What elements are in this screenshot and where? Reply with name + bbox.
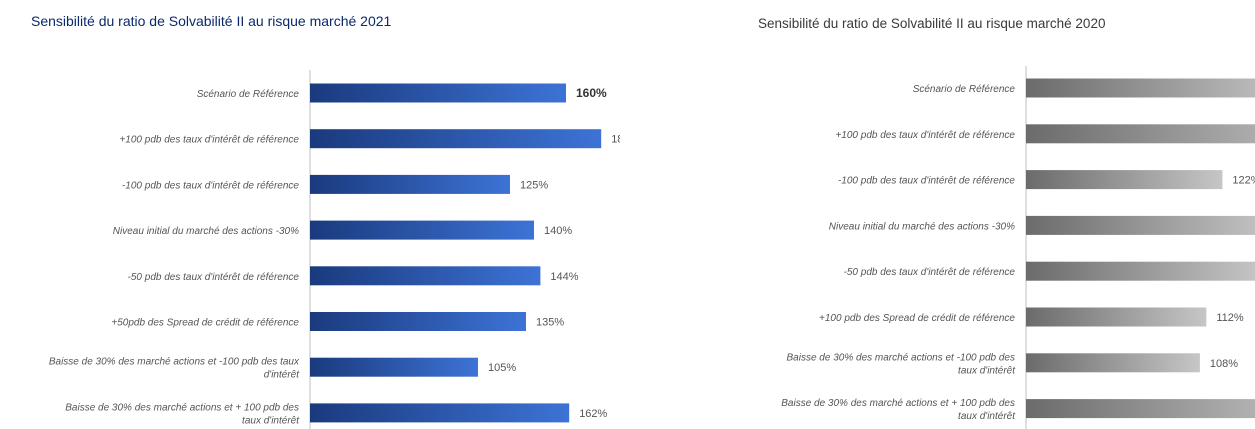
bar [310,220,534,240]
category-label: Niveau initial du marché des actions -30… [113,226,299,237]
bar [310,129,602,149]
category-label: -50 pdb des taux d'intérêt de référence [844,267,1016,278]
data-label: 108% [1210,358,1238,370]
bar [310,403,570,423]
category-label: +100 pdb des taux d'intérêt de référence [119,135,299,146]
data-label: 112% [1216,312,1244,324]
category-label: +50pdb des Spread de crédit de référence [111,318,299,329]
data-label: 105% [488,362,516,374]
bar [1026,170,1223,190]
category-label: Scénario de Référence [913,84,1016,95]
bar [1026,124,1255,144]
bar [1026,307,1207,327]
category-label: Baisse de 30% des marché actions et -100… [49,357,300,368]
bar [310,174,510,194]
category-label: taux d'intérêt [958,365,1016,376]
bar [1026,399,1255,419]
bar [1026,353,1200,373]
category-label: Baisse de 30% des marché actions et + 10… [781,398,1015,409]
category-label: +100 pdb des Spread de crédit de référen… [819,313,1015,324]
bar [1026,78,1255,98]
chart-2020-plot: 167%Scénario de Référence199%+100 pdb de… [781,66,1255,429]
chart-2021-plot: 160% Scénario de Référence 182% +100 pdb de… [49,70,620,429]
data-label: 162% [579,408,607,420]
category-label: Niveau initial du marché des actions -30… [829,221,1015,232]
category-label: Baisse de 30% des marché actions et -100… [787,352,1015,363]
data-label: 140% [544,225,572,237]
data-label: 182% [611,134,620,146]
bar [1026,215,1255,235]
bar [310,357,478,377]
chart-title: Sensibilité du ratio de Solvabilité II a… [758,16,1106,31]
chart-2020: Sensibilité du ratio de Solvabilité II a… [630,0,1255,429]
category-label: taux d'intérêt [958,411,1016,422]
chart-title: Sensibilité du ratio de Solvabilité II a… [31,13,392,29]
data-label: 122% [1232,175,1255,187]
category-label: -100 pdb des taux d'intérêt de référence [838,176,1015,187]
category-label: Baisse de 30% des marché actions et + 10… [65,402,299,413]
data-label: 125% [520,179,548,191]
data-label: 160% [576,86,607,100]
category-label: -100 pdb des taux d'intérêt de référence [122,180,299,191]
chart-2021: Sensibilité du ratio de Solvabilité II a… [0,0,620,429]
bar [310,266,541,286]
bar [310,83,566,103]
bar [1026,261,1255,281]
bar [310,312,526,331]
category-label: Scénario de Référence [197,89,300,100]
category-label: d'intérêt [264,370,300,381]
category-label: +100 pdb des taux d'intérêt de référence [835,130,1015,141]
data-label: 144% [550,271,578,283]
category-label: taux d'intérêt [242,415,300,426]
category-label: -50 pdb des taux d'intérêt de référence [128,272,300,283]
data-label: 135% [536,317,564,329]
